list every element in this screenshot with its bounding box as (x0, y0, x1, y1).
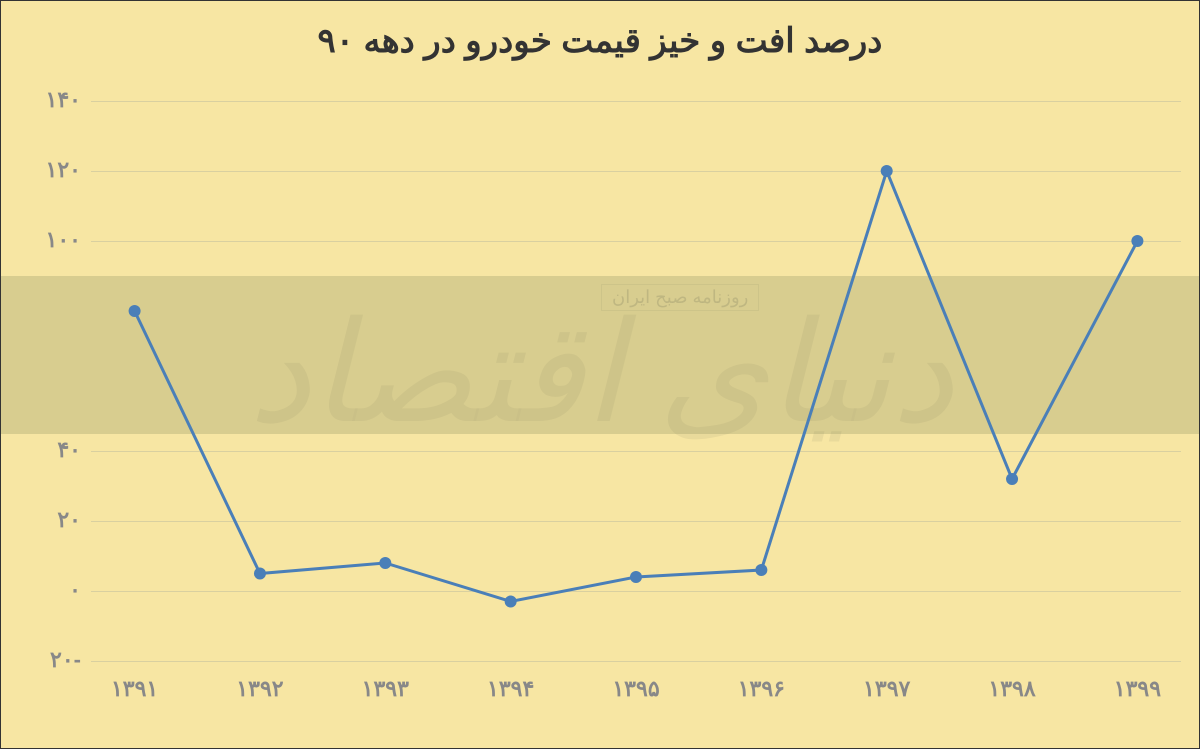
chart-title: درصد افت و خیز قیمت خودرو در دهه ۹۰ (1, 21, 1199, 61)
data-point (1006, 473, 1018, 485)
data-point (129, 305, 141, 317)
chart-container: درصد افت و خیز قیمت خودرو در دهه ۹۰ دنیا… (0, 0, 1200, 749)
data-point (379, 557, 391, 569)
data-point (505, 596, 517, 608)
data-point (630, 571, 642, 583)
data-point (755, 564, 767, 576)
chart-line (1, 1, 1200, 750)
data-point (254, 568, 266, 580)
data-point (1131, 235, 1143, 247)
data-point (881, 165, 893, 177)
